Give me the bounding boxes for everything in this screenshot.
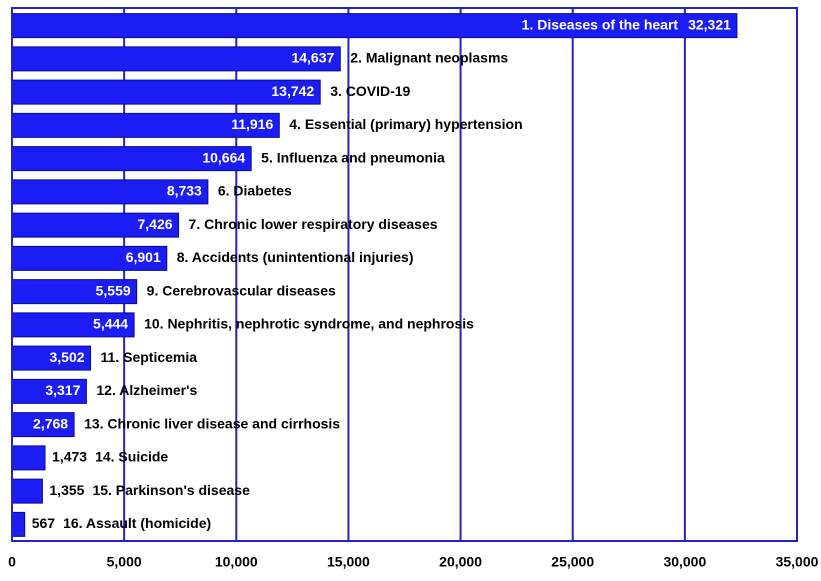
bar <box>11 79 321 105</box>
x-tick-label: 30,000 <box>663 554 706 570</box>
category-label: 4. Essential (primary) hypertension <box>289 116 522 132</box>
value-label: 13,742 <box>271 83 314 99</box>
category-label: 5. Influenza and pneumonia <box>261 149 445 165</box>
value-label: 32,321 <box>688 16 731 32</box>
category-label: 8. Accidents (unintentional injuries) <box>177 249 414 265</box>
bar <box>11 378 87 404</box>
category-label: 7. Chronic lower respiratory diseases <box>189 216 438 232</box>
bar <box>11 46 341 72</box>
category-label: 3. COVID-19 <box>330 83 410 99</box>
category-label: 9. Cerebrovascular diseases <box>147 282 336 298</box>
value-label: 5,559 <box>96 282 131 298</box>
bar <box>11 445 46 471</box>
category-label: 13. Chronic liver disease and cirrhosis <box>84 415 340 431</box>
bar <box>11 312 135 338</box>
x-tick-label: 35,000 <box>776 554 819 570</box>
bar <box>11 345 92 371</box>
bar <box>11 478 43 504</box>
category-label: 15. Parkinson's disease <box>92 482 250 498</box>
value-label: 14,637 <box>291 50 334 66</box>
bar <box>11 146 252 172</box>
bar <box>11 112 280 138</box>
x-tick-label: 20,000 <box>439 554 482 570</box>
category-label: 14. Suicide <box>95 449 168 465</box>
value-label: 1,473 <box>52 449 87 465</box>
value-label: 3,502 <box>49 349 84 365</box>
x-tick-label: 10,000 <box>215 554 258 570</box>
x-tick-label: 5,000 <box>107 554 142 570</box>
category-label: 2. Malignant neoplasms <box>350 50 508 66</box>
bar <box>11 511 26 537</box>
value-label: 1,355 <box>49 482 84 498</box>
bar <box>11 279 138 305</box>
value-label: 3,317 <box>45 382 80 398</box>
value-label: 5,444 <box>93 316 128 332</box>
value-label: 567 <box>32 515 56 531</box>
plot-border <box>11 7 798 542</box>
value-label: 2,768 <box>33 415 68 431</box>
category-label: 12. Alzheimer's <box>96 382 197 398</box>
bar <box>11 212 180 238</box>
x-tick-label: 15,000 <box>327 554 370 570</box>
category-label: 1. Diseases of the heart <box>522 16 679 32</box>
x-tick-label: 25,000 <box>551 554 594 570</box>
bar <box>11 245 168 271</box>
bar <box>11 179 209 205</box>
x-tick-label: 0 <box>8 554 16 570</box>
category-label: 10. Nephritis, nephrotic syndrome, and n… <box>144 316 474 332</box>
value-label: 8,733 <box>167 183 202 199</box>
category-label: 16. Assault (homicide) <box>63 515 211 531</box>
value-label: 10,664 <box>202 149 245 165</box>
category-label: 11. Septicemia <box>101 349 198 365</box>
value-label: 11,916 <box>231 116 273 132</box>
category-label: 6. Diabetes <box>218 183 292 199</box>
value-label: 6,901 <box>126 249 161 265</box>
value-label: 7,426 <box>138 216 173 232</box>
